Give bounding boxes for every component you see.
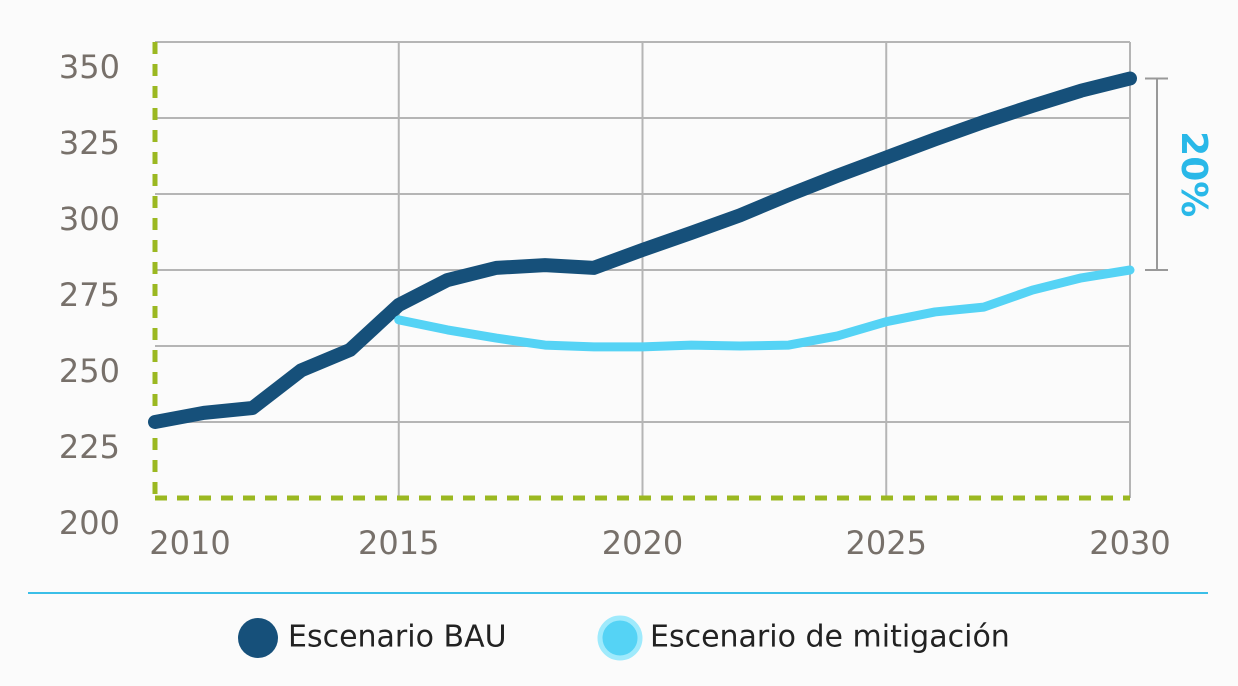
- x-tick-label: 2015: [358, 524, 439, 562]
- y-tick-label: 350: [59, 48, 120, 86]
- x-tick-label: 2020: [602, 524, 683, 562]
- y-tick-label: 325: [59, 124, 120, 162]
- series-line: [148, 71, 1137, 429]
- x-tick-label: 2025: [846, 524, 927, 562]
- bracket: [1145, 77, 1168, 271]
- y-tick-label: 250: [59, 352, 120, 390]
- series-line: [394, 265, 1135, 352]
- y-tick-label: 300: [59, 200, 120, 238]
- y-tick-label: 275: [59, 276, 120, 314]
- legend-label: Escenario BAU: [288, 620, 507, 655]
- y-tick-label: 200: [59, 504, 120, 542]
- legend-label: Escenario de mitigación: [650, 620, 1010, 655]
- annotation: 20%: [1173, 131, 1214, 217]
- y-tick-label: 225: [59, 428, 120, 466]
- x-tick-label: 2010: [149, 524, 230, 562]
- legend-swatch: [238, 618, 278, 658]
- x-tick-label: 2030: [1089, 524, 1170, 562]
- legend-swatch: [597, 615, 643, 661]
